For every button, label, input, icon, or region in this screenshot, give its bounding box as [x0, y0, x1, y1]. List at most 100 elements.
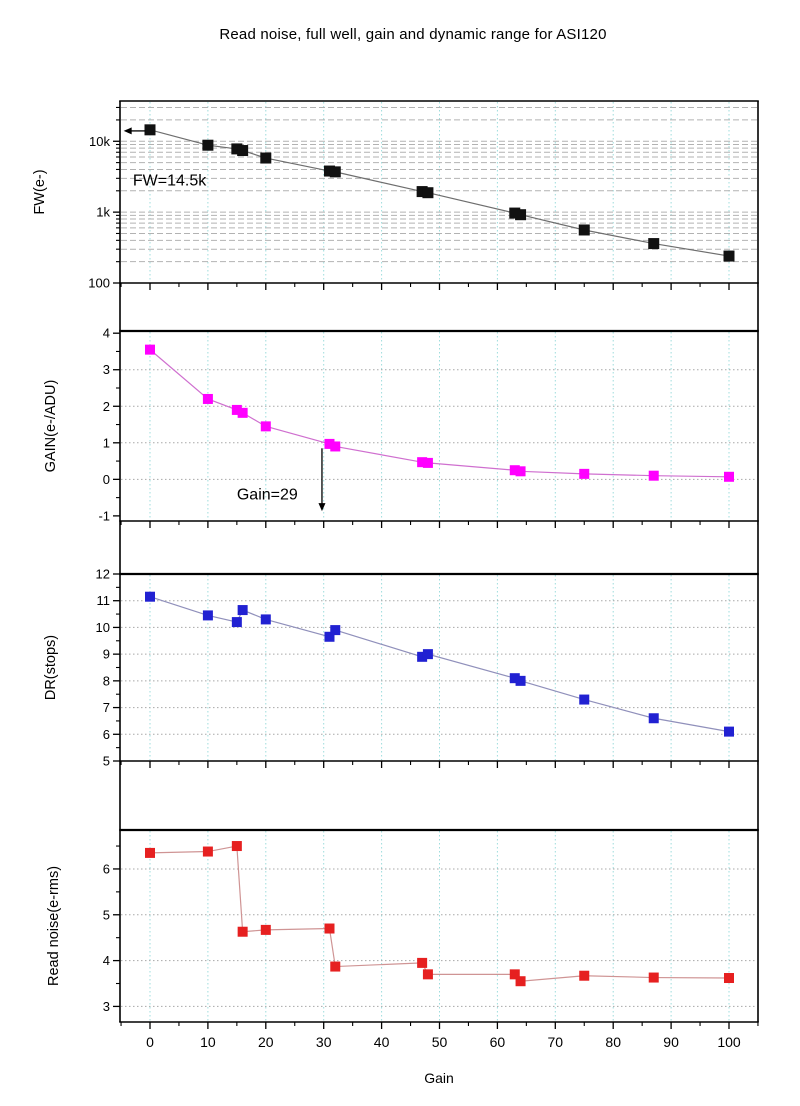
y-tick-label: 1k: [96, 205, 110, 220]
dr-data-point: [324, 631, 335, 642]
readnoise-data-point: [260, 924, 271, 935]
readnoise-data-point: [648, 972, 659, 983]
readnoise-data-point: [202, 846, 213, 857]
readnoise-data-point: [231, 841, 242, 852]
x-tick-label: 0: [146, 1034, 154, 1050]
gain-data-point: [417, 457, 428, 468]
readnoise-panel: 3 4 5 6 Read noise(e-rms): [46, 831, 759, 1029]
dr-data-point: [145, 591, 155, 602]
y-tick-label: 10: [96, 620, 110, 635]
dr-data-point: [237, 605, 248, 616]
y-tick-label: 2: [103, 399, 110, 414]
x-tick-label: 40: [374, 1034, 390, 1050]
fw-data-point: [723, 250, 735, 262]
dr-data-point: [724, 726, 734, 737]
gain-data-point: [422, 457, 433, 468]
readnoise-data-point: [724, 973, 734, 984]
y-tick-label: 12: [96, 567, 110, 582]
fw-data-point: [260, 152, 272, 164]
dr-data-point: [509, 673, 520, 684]
x-tick-label: 90: [663, 1034, 679, 1050]
y-tick-label: 3: [103, 999, 110, 1014]
fw-data-point: [237, 145, 249, 157]
gain-data-point: [509, 465, 520, 476]
readnoise-data-point: [422, 969, 433, 980]
y-tick-label: 100: [88, 276, 110, 291]
readnoise-data-point: [237, 926, 248, 937]
x-tick-label: 20: [258, 1034, 274, 1050]
y-tick-label: 6: [103, 727, 110, 742]
y-tick-label: 4: [103, 953, 110, 968]
readnoise-data-point: [579, 970, 590, 981]
gain-data-point: [724, 471, 734, 482]
dr-data-point: [648, 713, 659, 724]
y-axis-label-gain: GAIN(e-/ADU): [43, 380, 59, 473]
readnoise-data-point: [330, 961, 341, 972]
x-tick-label: 10: [200, 1034, 216, 1050]
fw-data-point: [323, 165, 335, 177]
dr-panel: 5 6 7 8 9 10 11 12 DR(stops): [43, 567, 759, 769]
fw-data-point: [515, 209, 527, 221]
chart-frame: [119, 100, 759, 1023]
x-tick-label: 50: [432, 1034, 448, 1050]
x-axis: 0 10 20 30 40 50 60 70 80 90 100: [146, 1034, 741, 1050]
y-axis-label-fw: FW(e-): [32, 169, 48, 214]
y-axis-label-dr: DR(stops): [43, 635, 59, 700]
dr-data-point: [231, 617, 242, 628]
x-tick-label: 100: [717, 1034, 741, 1050]
dr-data-point: [515, 675, 526, 686]
y-tick-label: 0: [103, 472, 110, 487]
gain-data-point: [260, 421, 271, 432]
gain-annotation-text: Gain=29: [237, 487, 298, 504]
readnoise-data-point: [324, 923, 335, 934]
dr-data-point: [260, 614, 271, 625]
readnoise-data-point: [509, 969, 520, 980]
x-tick-label: 80: [605, 1034, 621, 1050]
readnoise-series-line: [149, 845, 730, 982]
gain-data-point: [145, 344, 155, 355]
y-tick-label: 3: [103, 362, 110, 377]
gain-data-point: [324, 438, 335, 449]
dr-data-point: [417, 651, 428, 662]
gain-data-point: [579, 468, 590, 479]
x-tick-label: 70: [548, 1034, 564, 1050]
dr-data-point: [202, 610, 213, 621]
gain-panel: -1 0 1 2 3 4 GAIN(e-/ADU) Gain=29: [43, 326, 759, 528]
fw-data-point: [509, 207, 521, 219]
fw-data-point: [144, 124, 156, 136]
gain-data-point: [515, 466, 526, 477]
fw-data-point: [231, 143, 243, 155]
annotation-arrow-head: [318, 503, 326, 512]
fw-data-point: [422, 187, 434, 199]
gain-data-point: [202, 393, 213, 404]
fw-data-point: [648, 238, 660, 250]
readnoise-data-point: [417, 957, 428, 968]
y-tick-label: 7: [103, 700, 110, 715]
y-tick-label: 8: [103, 673, 110, 688]
fw-panel: 100 1k 10k FW(e-) FW=14.5k: [32, 102, 759, 291]
fw-annotation-text: FW=14.5k: [133, 172, 207, 189]
x-tick-label: 30: [316, 1034, 332, 1050]
y-tick-label: 11: [97, 593, 111, 608]
y-tick-label: 4: [103, 326, 110, 341]
gain-data-point: [330, 441, 341, 452]
fw-data-point: [202, 139, 214, 151]
y-tick-label: 6: [103, 861, 110, 876]
readnoise-data-point: [515, 976, 526, 987]
y-tick-label: 5: [103, 907, 110, 922]
gain-data-point: [648, 470, 659, 481]
dr-data-point: [330, 625, 341, 636]
y-tick-label: 9: [103, 647, 110, 662]
y-tick-label: 10k: [89, 134, 110, 149]
gain-data-point: [231, 404, 242, 415]
y-tick-label: 1: [103, 435, 110, 450]
chart-title: Read noise, full well, gain and dynamic …: [219, 26, 607, 43]
gain-data-point: [237, 407, 248, 418]
fw-data-point: [416, 186, 428, 198]
fw-data-point: [578, 224, 590, 236]
dr-data-point: [579, 694, 590, 705]
y-axis-label-readnoise: Read noise(e-rms): [46, 866, 62, 986]
annotation-arrow-head: [123, 127, 132, 135]
